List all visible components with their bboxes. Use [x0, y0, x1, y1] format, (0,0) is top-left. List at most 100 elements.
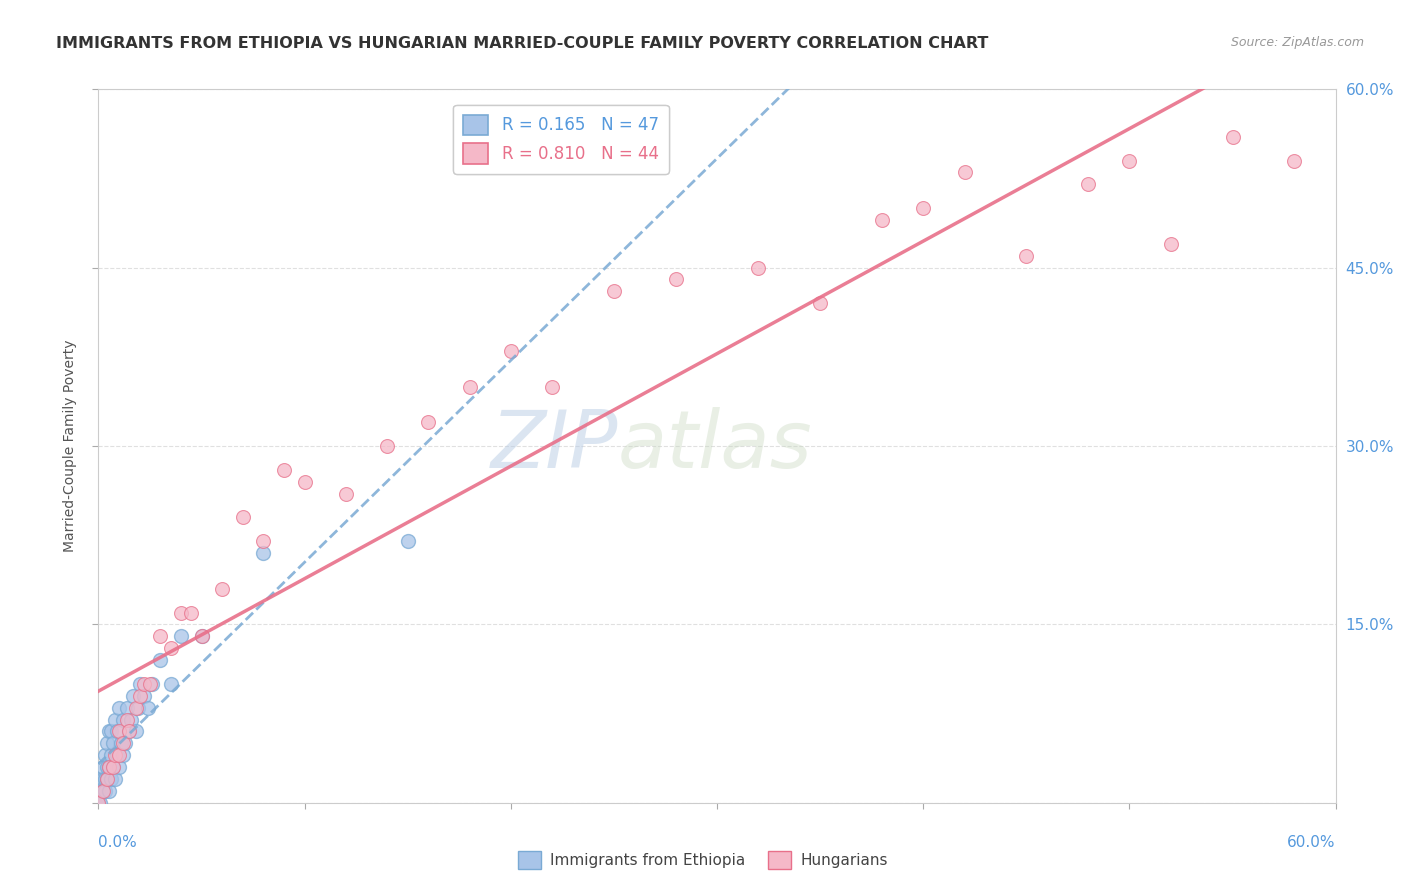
Point	[128, 677, 150, 691]
Point	[89, 772, 111, 786]
Point	[127, 700, 149, 714]
Legend: R = 0.165   N = 47, R = 0.810   N = 44: R = 0.165 N = 47, R = 0.810 N = 44	[453, 104, 668, 174]
Point	[808, 296, 831, 310]
Point	[105, 748, 128, 763]
Point	[335, 486, 357, 500]
Point	[252, 546, 274, 560]
Point	[110, 736, 132, 750]
Point	[180, 606, 202, 620]
Point	[114, 736, 136, 750]
Point	[418, 415, 440, 429]
Point	[120, 713, 142, 727]
Point	[96, 772, 118, 786]
Point	[170, 629, 193, 643]
Point	[190, 629, 212, 643]
Point	[108, 760, 131, 774]
Point	[665, 272, 688, 286]
Point	[252, 534, 274, 549]
Point	[93, 748, 115, 763]
Point	[149, 653, 172, 667]
Point	[112, 736, 135, 750]
Point	[101, 736, 124, 750]
Point	[132, 677, 155, 691]
Point	[89, 796, 111, 810]
Text: Source: ZipAtlas.com: Source: ZipAtlas.com	[1230, 36, 1364, 49]
Point	[912, 201, 935, 215]
Point	[93, 784, 115, 798]
Text: 60.0%: 60.0%	[1288, 835, 1336, 850]
Point	[159, 677, 181, 691]
Point	[87, 796, 110, 810]
Point	[100, 772, 122, 786]
Point	[96, 736, 118, 750]
Point	[96, 772, 118, 786]
Point	[91, 760, 114, 774]
Point	[1222, 129, 1244, 144]
Point	[97, 724, 120, 739]
Point	[100, 748, 122, 763]
Point	[499, 343, 522, 358]
Text: atlas: atlas	[619, 407, 813, 485]
Point	[97, 760, 120, 774]
Point	[91, 772, 114, 786]
Point	[117, 713, 139, 727]
Point	[458, 379, 481, 393]
Y-axis label: Married-Couple Family Poverty: Married-Couple Family Poverty	[63, 340, 77, 552]
Point	[375, 439, 398, 453]
Text: IMMIGRANTS FROM ETHIOPIA VS HUNGARIAN MARRIED-COUPLE FAMILY POVERTY CORRELATION : IMMIGRANTS FROM ETHIOPIA VS HUNGARIAN MA…	[56, 36, 988, 51]
Point	[117, 700, 139, 714]
Point	[87, 784, 110, 798]
Point	[1284, 153, 1306, 168]
Text: 0.0%: 0.0%	[98, 835, 138, 850]
Point	[128, 689, 150, 703]
Point	[118, 724, 141, 739]
Point	[91, 784, 114, 798]
Point	[1015, 249, 1038, 263]
Point	[122, 689, 145, 703]
Point	[100, 724, 122, 739]
Point	[1160, 236, 1182, 251]
Point	[294, 475, 316, 489]
Point	[118, 724, 141, 739]
Point	[159, 641, 181, 656]
Point	[170, 606, 193, 620]
Legend: Immigrants from Ethiopia, Hungarians: Immigrants from Ethiopia, Hungarians	[512, 845, 894, 875]
Point	[1118, 153, 1140, 168]
Point	[747, 260, 769, 275]
Text: ZIP: ZIP	[491, 407, 619, 485]
Point	[101, 760, 124, 774]
Point	[108, 748, 131, 763]
Point	[132, 689, 155, 703]
Point	[1077, 178, 1099, 192]
Point	[124, 724, 146, 739]
Point	[112, 748, 135, 763]
Point	[136, 700, 159, 714]
Point	[603, 285, 626, 299]
Point	[108, 700, 131, 714]
Point	[124, 700, 146, 714]
Point	[190, 629, 212, 643]
Point	[870, 213, 893, 227]
Point	[141, 677, 163, 691]
Point	[273, 463, 295, 477]
Point	[96, 760, 118, 774]
Point	[232, 510, 254, 524]
Point	[541, 379, 564, 393]
Point	[87, 796, 110, 810]
Point	[104, 772, 127, 786]
Point	[108, 724, 131, 739]
Point	[101, 760, 124, 774]
Point	[396, 534, 419, 549]
Point	[211, 582, 233, 596]
Point	[105, 724, 128, 739]
Point	[104, 713, 127, 727]
Point	[953, 165, 976, 179]
Point	[91, 784, 114, 798]
Point	[104, 748, 127, 763]
Point	[149, 629, 172, 643]
Point	[93, 772, 115, 786]
Point	[112, 713, 135, 727]
Point	[97, 784, 120, 798]
Point	[139, 677, 162, 691]
Point	[97, 760, 120, 774]
